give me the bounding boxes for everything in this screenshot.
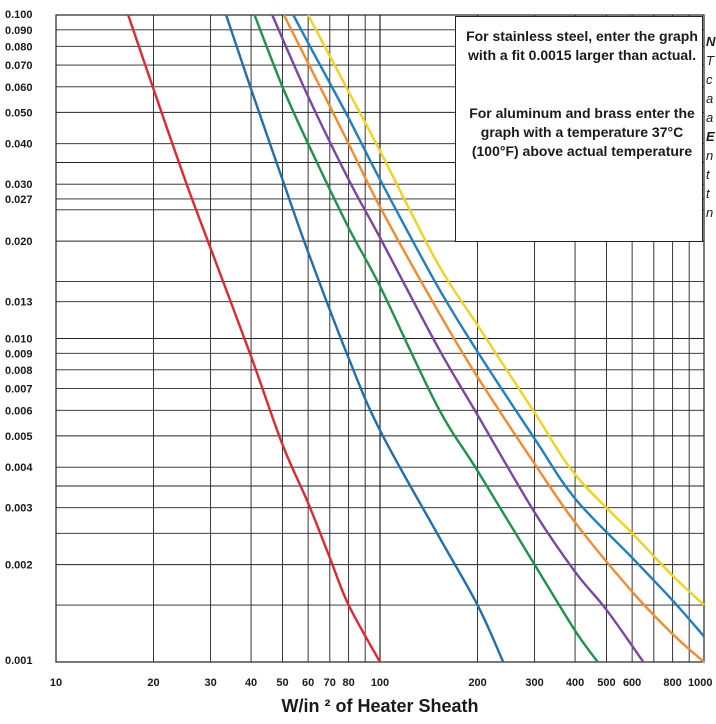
side-text-line: a [706, 91, 714, 106]
note-aluminum-brass: For aluminum and brass enter the graph w… [469, 105, 695, 159]
side-text-line: N [706, 34, 716, 49]
x-axis-label: W/in ² of Heater Sheath [281, 696, 478, 716]
series-line-6 [292, 14, 705, 638]
y-tick-label: 0.070 [5, 60, 33, 72]
side-text-line: t [706, 186, 710, 201]
x-tick-label: 500 [597, 677, 615, 689]
x-tick-label: 300 [525, 677, 543, 689]
series-line-2 [224, 14, 505, 663]
y-tick-label: 0.050 [5, 107, 33, 119]
y-tick-label: 0.001 [5, 655, 33, 667]
series-group [127, 14, 705, 663]
y-tick-label: 0.006 [5, 405, 33, 417]
x-tick-label: 40 [245, 677, 257, 689]
x-tick-label: 1000 [688, 677, 712, 689]
y-tick-label: 0.013 [5, 297, 33, 309]
x-tick-label: 600 [623, 677, 641, 689]
side-text-line: E [706, 129, 715, 144]
x-tick-label: 800 [663, 677, 681, 689]
y-tick-label: 0.100 [5, 9, 33, 21]
y-tick-label: 0.009 [5, 348, 33, 360]
x-tick-label: 70 [324, 677, 336, 689]
y-tick-label: 0.008 [5, 365, 33, 377]
side-text-line: c [706, 72, 713, 87]
x-tick-label: 10 [50, 677, 62, 689]
y-tick-label: 0.027 [5, 194, 33, 206]
x-tick-label: 60 [302, 677, 314, 689]
y-tick-label: 0.030 [5, 179, 33, 191]
side-text-line: t [706, 167, 710, 182]
y-tick-label: 0.005 [5, 431, 33, 443]
x-tick-label: 20 [147, 677, 159, 689]
y-tick-label: 0.003 [5, 503, 33, 515]
y-tick-label: 0.090 [5, 25, 33, 37]
side-text-line: T [706, 53, 714, 68]
y-tick-label: 0.060 [5, 82, 33, 94]
y-tick-label: 0.040 [5, 139, 33, 151]
x-tick-label: 400 [566, 677, 584, 689]
y-tick-label: 0.002 [5, 560, 33, 572]
y-tick-label: 0.080 [5, 41, 33, 53]
x-tick-label: 80 [342, 677, 354, 689]
note-stainless-steel: For stainless steel, enter the graph wit… [466, 28, 698, 63]
y-tick-label: 0.004 [5, 462, 33, 474]
x-tick-labels: 10 20 30 40 50 60 70 80 100 200 300 400 500 600 800 100… [50, 677, 713, 689]
side-text-line: a [706, 110, 714, 125]
side-text-line: n [706, 205, 714, 220]
x-tick-label: 200 [468, 677, 486, 689]
series-line-3 [253, 14, 599, 663]
x-tick-label: 30 [204, 677, 216, 689]
x-tick-label: 100 [371, 677, 389, 689]
side-text-line: n [706, 148, 714, 163]
series-line-7 [307, 14, 705, 606]
y-tick-label: 0.020 [5, 236, 33, 248]
series-line-4 [271, 14, 645, 663]
series-line-1 [127, 14, 382, 663]
x-tick-label: 50 [276, 677, 288, 689]
y-tick-label: 0.007 [5, 384, 33, 396]
series-line-5 [282, 14, 705, 663]
y-tick-label: 0.010 [5, 334, 33, 346]
note-box [455, 16, 703, 242]
y-tick-labels: 0.100 0.090 0.080 0.070 0.060 0.050 0.040 0.030… [5, 9, 33, 667]
